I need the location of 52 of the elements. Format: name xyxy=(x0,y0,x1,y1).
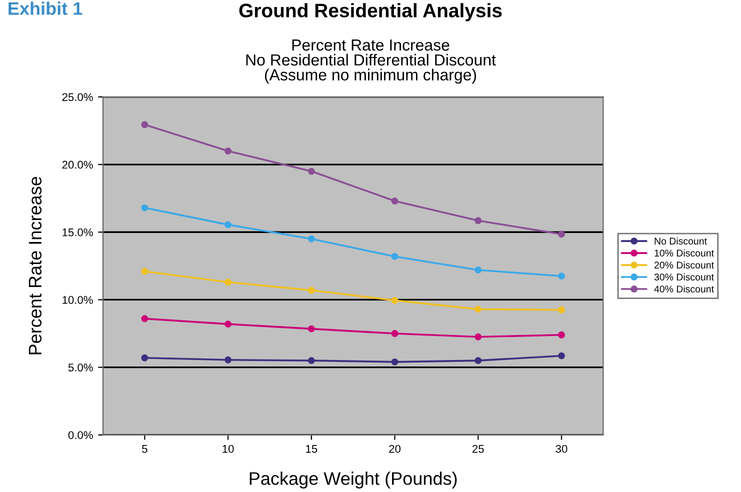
point xyxy=(474,333,482,340)
x-tick-label: 30 xyxy=(556,444,568,453)
point xyxy=(558,272,565,280)
point xyxy=(308,235,315,242)
x-tick-label: 10 xyxy=(222,444,234,453)
point xyxy=(308,286,315,294)
y-axis-title: Percent Rate Increase xyxy=(28,176,42,354)
point xyxy=(558,306,565,314)
point xyxy=(391,358,398,366)
point xyxy=(391,198,398,204)
point xyxy=(308,168,315,175)
legend-label: 40% Discount xyxy=(654,285,714,292)
x-tick-label: 20 xyxy=(389,444,401,453)
y-tick-label: 25.0% xyxy=(62,93,93,102)
x-tick-label: 5 xyxy=(142,445,148,453)
point xyxy=(224,221,232,228)
point xyxy=(141,204,148,212)
point xyxy=(224,148,232,154)
point xyxy=(224,320,232,328)
point xyxy=(308,357,315,364)
point xyxy=(391,252,398,260)
point xyxy=(224,278,232,286)
point xyxy=(474,266,482,274)
legend-label: 30% Discount xyxy=(654,273,714,281)
point xyxy=(558,331,565,338)
y-tick-label: 15.0% xyxy=(62,228,93,236)
chart-subtitle: Percent Rate Increase No Residential Differential Discount (Assume no minimum charge) xyxy=(246,40,496,84)
point xyxy=(141,121,148,128)
point xyxy=(474,357,482,364)
legend-label: 10% Discount xyxy=(654,249,714,257)
point xyxy=(141,354,148,362)
text: Exhibit 1 xyxy=(8,2,82,15)
point xyxy=(141,315,148,322)
x-tick-label: 15 xyxy=(306,445,318,453)
point xyxy=(391,296,398,304)
y-tick-label: 0.0% xyxy=(68,431,93,440)
y-tick-label: 10.0% xyxy=(62,296,93,304)
point xyxy=(391,330,398,337)
point xyxy=(558,352,565,360)
legend-label: 20% Discount xyxy=(654,261,714,269)
y-tick-label: 5.0% xyxy=(68,364,93,372)
point xyxy=(224,356,232,364)
legend-label: No Discount xyxy=(654,237,707,245)
x-axis-title: Package Weight (Pounds) xyxy=(250,472,457,489)
chart-title: Ground Residential Analysis xyxy=(239,3,502,22)
point xyxy=(558,230,565,238)
point xyxy=(474,306,482,313)
point xyxy=(141,268,148,275)
y-tick-label: 20.0% xyxy=(62,160,93,169)
x-tick-label: 25 xyxy=(472,444,484,453)
point xyxy=(308,325,315,332)
point xyxy=(474,217,482,224)
